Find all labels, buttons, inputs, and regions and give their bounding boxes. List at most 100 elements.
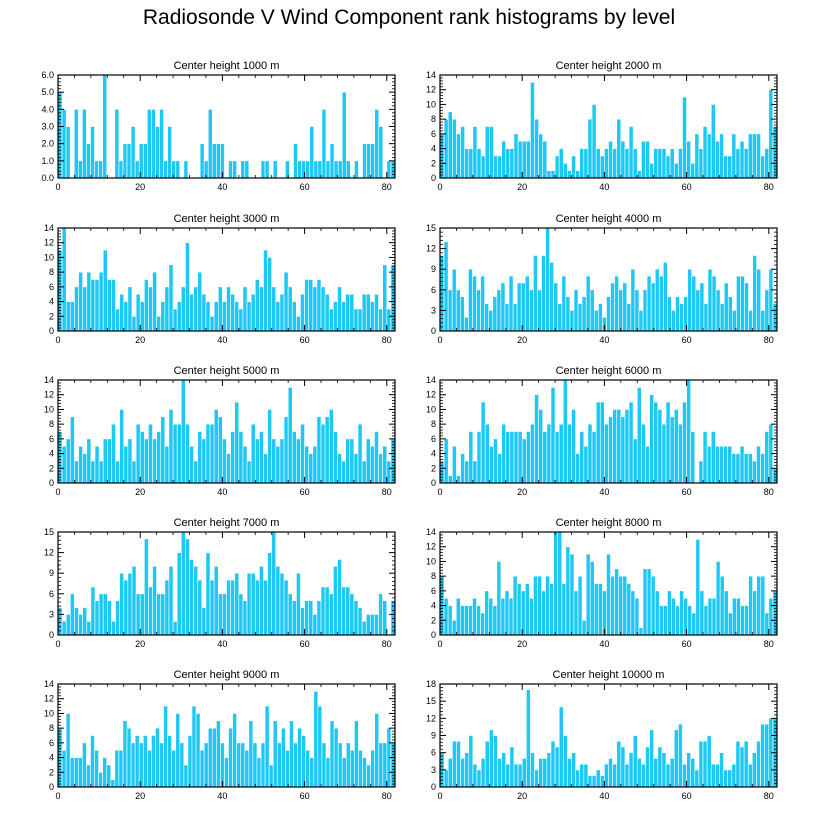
histogram-bar [661,148,667,179]
histogram-bar [199,143,205,179]
histogram-bar [743,453,749,484]
histogram-bar [226,579,231,636]
x-tick-label: 40 [217,182,227,192]
histogram-bar [65,614,71,636]
histogram-bar [464,752,470,788]
histogram-bar [678,148,683,179]
histogram-bar [366,764,371,788]
histogram-bar [135,293,141,332]
histogram-bar [378,453,383,484]
histogram-bar [747,133,753,179]
panel-frame [439,379,778,484]
histogram-bar [281,727,286,788]
x-tick-label: 40 [599,487,609,497]
histogram-bar [189,559,194,636]
histogram-bar [242,600,248,636]
histogram-bar [561,583,567,636]
histogram-bar [476,605,481,636]
histogram-bar [272,160,278,179]
histogram-bar [710,431,716,484]
y-tick-label: 8 [49,267,54,277]
y-tick-label: 12 [426,713,436,723]
histogram-bar [686,752,691,788]
histogram-bar [538,758,544,788]
histogram-bar [131,460,137,484]
histogram-bar [669,148,675,179]
histogram-bar [123,301,129,332]
histogram-bar [358,749,363,788]
histogram-bar [593,310,599,332]
histogram-bar [480,401,486,484]
y-tick-label: 10 [44,708,54,718]
x-tick-label: 40 [217,335,227,345]
histogram-bar [492,605,498,636]
histogram-bar [65,438,71,484]
histogram-bar [155,126,160,179]
panel-frame [439,531,778,636]
histogram-bar [743,148,749,179]
histogram-bar [175,713,181,788]
histogram-bar [732,597,737,636]
histogram-bar [167,735,172,788]
histogram-bar [366,143,371,179]
histogram-bar [74,286,79,332]
histogram-bar [316,600,322,636]
panel-title: Center height 1000 m [174,60,280,72]
histogram-bar [127,438,133,484]
histogram-bar [328,308,334,332]
histogram-bar [634,289,640,332]
histogram-bar [451,619,457,636]
histogram-bar [653,758,659,788]
histogram-bar [73,757,79,788]
histogram-bar [297,727,302,788]
histogram-bar [374,293,379,332]
histogram-bar [443,241,449,332]
histogram-bar [312,286,318,332]
histogram-bar [382,600,388,636]
histogram-bar [517,431,523,484]
x-tick-label: 20 [517,791,527,801]
histogram-bar [283,579,289,636]
histogram-bar [139,593,145,636]
histogram-bar [707,597,713,636]
histogram-bar [690,758,696,788]
y-tick-label: 12 [426,542,436,552]
histogram-bar [283,416,289,484]
histogram-bar [168,409,174,484]
histogram-bar [386,308,392,332]
histogram-bar [550,170,556,179]
histogram-bar [736,275,741,332]
histogram-bar [164,286,170,332]
histogram-bar [610,282,615,332]
histogram-bar [164,579,170,636]
histogram-bar [690,431,696,484]
histogram-bar [217,593,223,636]
histogram-bar [711,275,717,332]
histogram-bar [452,445,457,484]
histogram-bar [209,423,215,484]
histogram-bar [472,597,477,636]
histogram-bar [209,579,215,636]
histogram-bar [82,286,88,332]
histogram-bar [673,729,679,788]
histogram-bar [616,740,622,788]
histogram-bar [546,423,552,484]
histogram-bar [497,758,502,788]
histogram-bar [118,160,124,179]
histogram-bar [285,749,290,788]
histogram-bar [291,600,297,636]
histogram-bar [361,460,367,484]
y-tick-label: 12 [44,694,54,704]
histogram-bar [698,740,704,788]
histogram-bar [337,559,342,636]
histogram-bar [86,620,92,636]
histogram-bar [374,109,380,179]
histogram-bar [98,593,104,636]
x-tick-label: 20 [517,335,527,345]
y-tick-label: 8 [49,723,54,733]
histogram-bar [185,538,190,636]
histogram-bar [279,293,285,332]
histogram-bar [74,460,79,484]
histogram-bar [678,423,683,484]
histogram-bar [632,438,638,484]
